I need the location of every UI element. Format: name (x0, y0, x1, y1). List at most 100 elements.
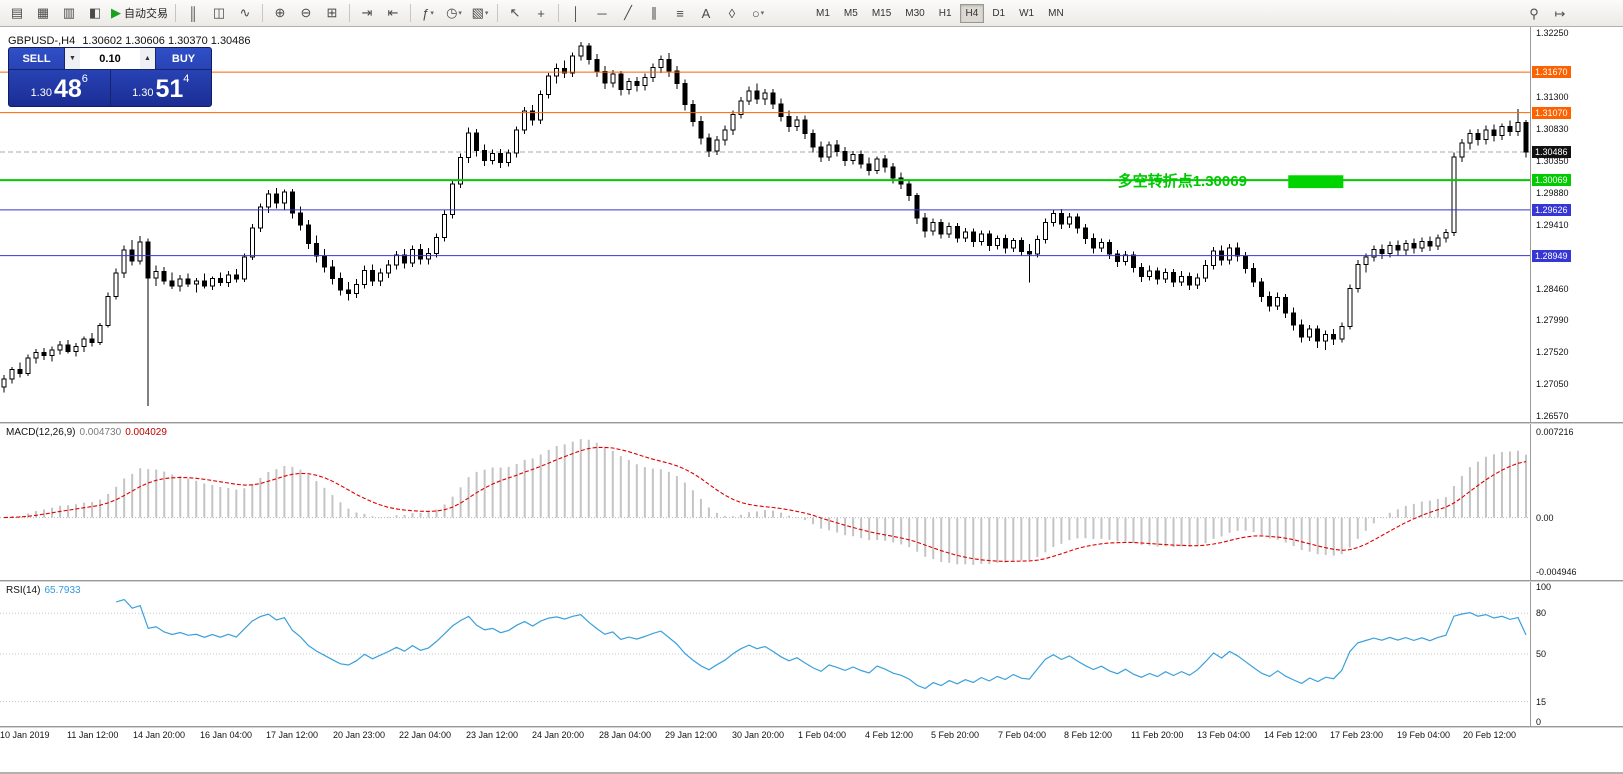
time-axis-label: 28 Jan 04:00 (599, 730, 652, 740)
text-icon[interactable]: A (701, 5, 711, 21)
volume-down-button[interactable]: ▼ (65, 48, 80, 69)
toolbar-icons: ▤ ▦ ▥ ◧ ▶ 自动交易 ║ ◫ ∿ ⊕ ⊖ ⊞ ⇥ ⇤ ƒ ▾ ◷ ▾ ▧ ▾ ↖ + │ ─ ╱ ∥ ≡ A ◊ ○ ▾ (4, 2, 771, 24)
rsi-line (116, 598, 1527, 690)
timeframe-m30[interactable]: M30 (899, 4, 930, 23)
volume-input[interactable] (80, 48, 140, 69)
time-axis-label: 29 Jan 12:00 (665, 730, 718, 740)
vertical-line-icon[interactable]: │ (571, 5, 581, 21)
channel-icon[interactable]: ∥ (650, 5, 658, 20)
macd-plot[interactable] (0, 424, 1530, 580)
macd-histogram (11, 439, 1527, 565)
time-axis-label: 30 Jan 20:00 (732, 730, 785, 740)
chart-window-icon[interactable]: ▦ (36, 5, 50, 20)
timeframe-d1[interactable]: D1 (986, 4, 1011, 23)
zoom-out-icon[interactable]: ⊖ (300, 5, 312, 20)
time-axis-label: 17 Feb 23:00 (1330, 730, 1384, 740)
price-axis-label: 1.31300 (1536, 92, 1569, 103)
sell-price[interactable]: 1.30 48 6 (9, 70, 111, 106)
shapes-icon[interactable]: ○ ▾ (751, 5, 765, 21)
chart-window: 1.32250 1.31300 1.30830 1.30350 1.29880 1.294… (0, 27, 1623, 772)
toolbar-right-icons: ⚲ ↦ (1521, 3, 1573, 25)
trendline-icon[interactable]: ╱ (624, 5, 632, 20)
time-axis[interactable]: 10 Jan 2019 11 Jan 12:00 14 Jan 20:00 16 Ja… (0, 728, 1530, 744)
timeframe-toolbar: M1 M5 M15 M30 H1 H4 D1 W1 MN (809, 3, 1071, 23)
candlestick-chart-icon[interactable]: ◫ (212, 5, 226, 20)
line-chart-icon[interactable]: ∿ (239, 5, 251, 20)
price-axis-label: 1.30830 (1536, 123, 1569, 134)
ohlc-label: 1.30602 1.30606 1.30370 1.30486 (82, 35, 251, 47)
zoom-in-icon[interactable]: ⊕ (274, 5, 286, 20)
time-axis-label: 5 Feb 20:00 (931, 730, 980, 740)
price-axis[interactable]: 1.32250 1.31300 1.30830 1.30350 1.29880 1.294… (1530, 27, 1623, 422)
autotrading-button[interactable]: ▶ 自动交易 (111, 5, 168, 20)
timeframe-h4[interactable]: H4 (959, 3, 985, 23)
periods-icon[interactable]: ◷ ▾ (446, 5, 462, 20)
macd-signal-value: 0.004029 (125, 427, 167, 438)
panel-separator[interactable] (0, 422, 1623, 424)
time-axis-label: 24 Jan 20:00 (532, 730, 585, 740)
price-axis-label: 1.29880 (1536, 187, 1569, 198)
buy-price[interactable]: 1.30 51 4 (111, 70, 212, 106)
timeframe-w1[interactable]: W1 (1013, 4, 1040, 23)
rsi-plot[interactable] (0, 582, 1530, 726)
bar-chart-icon[interactable]: ║ (188, 5, 198, 21)
price-axis-label: 1.30350 (1536, 156, 1569, 167)
rsi-axis-label: 100 (1536, 582, 1552, 592)
price-axis-label: 1.27050 (1536, 378, 1569, 389)
sell-price-sup: 6 (81, 73, 88, 85)
price-badge-1.29626: 1.29626 (1532, 203, 1571, 216)
new-order-icon[interactable]: ▤ (10, 5, 24, 20)
search-icon[interactable]: ⚲ (1529, 6, 1539, 21)
time-axis-label: 17 Jan 12:00 (266, 730, 319, 740)
main-chart-panel: 1.32250 1.31300 1.30830 1.30350 1.29880 1.294… (0, 27, 1623, 422)
time-axis-label: 13 Feb 04:00 (1197, 730, 1251, 740)
toolbar: ▤ ▦ ▥ ◧ ▶ 自动交易 ║ ◫ ∿ ⊕ ⊖ ⊞ ⇥ ⇤ ƒ ▾ ◷ ▾ ▧ ▾ ↖ + │ ─ ╱ ∥ ≡ A ◊ ○ ▾ M1 M5 M… (0, 0, 1623, 27)
macd-axis: 0.007216 0.00 -0.004946 (1530, 424, 1623, 580)
price-badge-1.28949: 1.28949 (1532, 249, 1571, 262)
panel-separator[interactable] (0, 726, 1623, 728)
horizontal-line-icon[interactable]: ─ (597, 5, 607, 21)
candles (1, 41, 1529, 406)
profiles-icon[interactable]: ▥ (62, 5, 76, 20)
price-axis-label: 1.27990 (1536, 315, 1569, 326)
panel-separator[interactable] (0, 580, 1623, 582)
volume-up-button[interactable]: ▲ (140, 48, 155, 69)
rsi-axis-label: 80 (1536, 608, 1547, 619)
time-axis-label: 19 Feb 04:00 (1397, 730, 1451, 740)
time-axis-label: 14 Jan 20:00 (133, 730, 186, 740)
time-axis-label: 10 Jan 2019 (0, 730, 50, 740)
sell-button[interactable]: SELL (9, 48, 65, 69)
chart-shift-icon[interactable]: ⇤ (387, 5, 399, 20)
crosshair-icon[interactable]: + (537, 5, 545, 21)
fibonacci-icon[interactable]: ≡ (676, 5, 684, 21)
timeframe-mn[interactable]: MN (1042, 4, 1070, 23)
one-click-prices: 1.30 48 6 1.30 51 4 (9, 70, 211, 106)
macd-axis-label: 0.00 (1536, 512, 1554, 523)
auto-scroll-icon[interactable]: ⇥ (361, 5, 373, 20)
arrows-icon[interactable]: ◊ (728, 5, 736, 21)
market-watch-icon[interactable]: ◧ (88, 5, 102, 20)
tile-windows-icon[interactable]: ⊞ (326, 5, 338, 20)
toolbar-separator (497, 4, 498, 22)
macd-panel: 0.007216 0.00 -0.004946 MACD(12,26,9) 0.004… (0, 424, 1623, 580)
indicators-icon[interactable]: ƒ ▾ (422, 5, 434, 21)
price-badge-1.31670: 1.31670 (1532, 66, 1571, 79)
macd-axis-label: 0.007216 (1536, 427, 1574, 437)
rsi-label: RSI(14) 65.7933 (6, 585, 85, 596)
timeframe-m15[interactable]: M15 (866, 4, 897, 23)
highlight-rectangle[interactable] (1288, 175, 1344, 189)
time-axis-label: 4 Feb 12:00 (865, 730, 914, 740)
price-chart-plot[interactable] (0, 27, 1530, 422)
quick-navigation-icon[interactable]: ↦ (1554, 6, 1566, 21)
templates-icon[interactable]: ▧ ▾ (471, 5, 489, 20)
toolbar-separator (349, 4, 350, 22)
time-axis-label: 7 Feb 04:00 (998, 730, 1047, 740)
timeframe-h1[interactable]: H1 (933, 4, 958, 23)
buy-button[interactable]: BUY (155, 48, 211, 69)
cursor-icon[interactable]: ↖ (509, 5, 521, 20)
macd-axis-label: -0.004946 (1536, 567, 1577, 577)
rsi-name: RSI(14) (6, 585, 41, 596)
pivot-annotation[interactable]: 多空转折点1.30069 (1117, 173, 1247, 191)
timeframe-m1[interactable]: M1 (810, 4, 836, 23)
timeframe-m5[interactable]: M5 (838, 4, 864, 23)
